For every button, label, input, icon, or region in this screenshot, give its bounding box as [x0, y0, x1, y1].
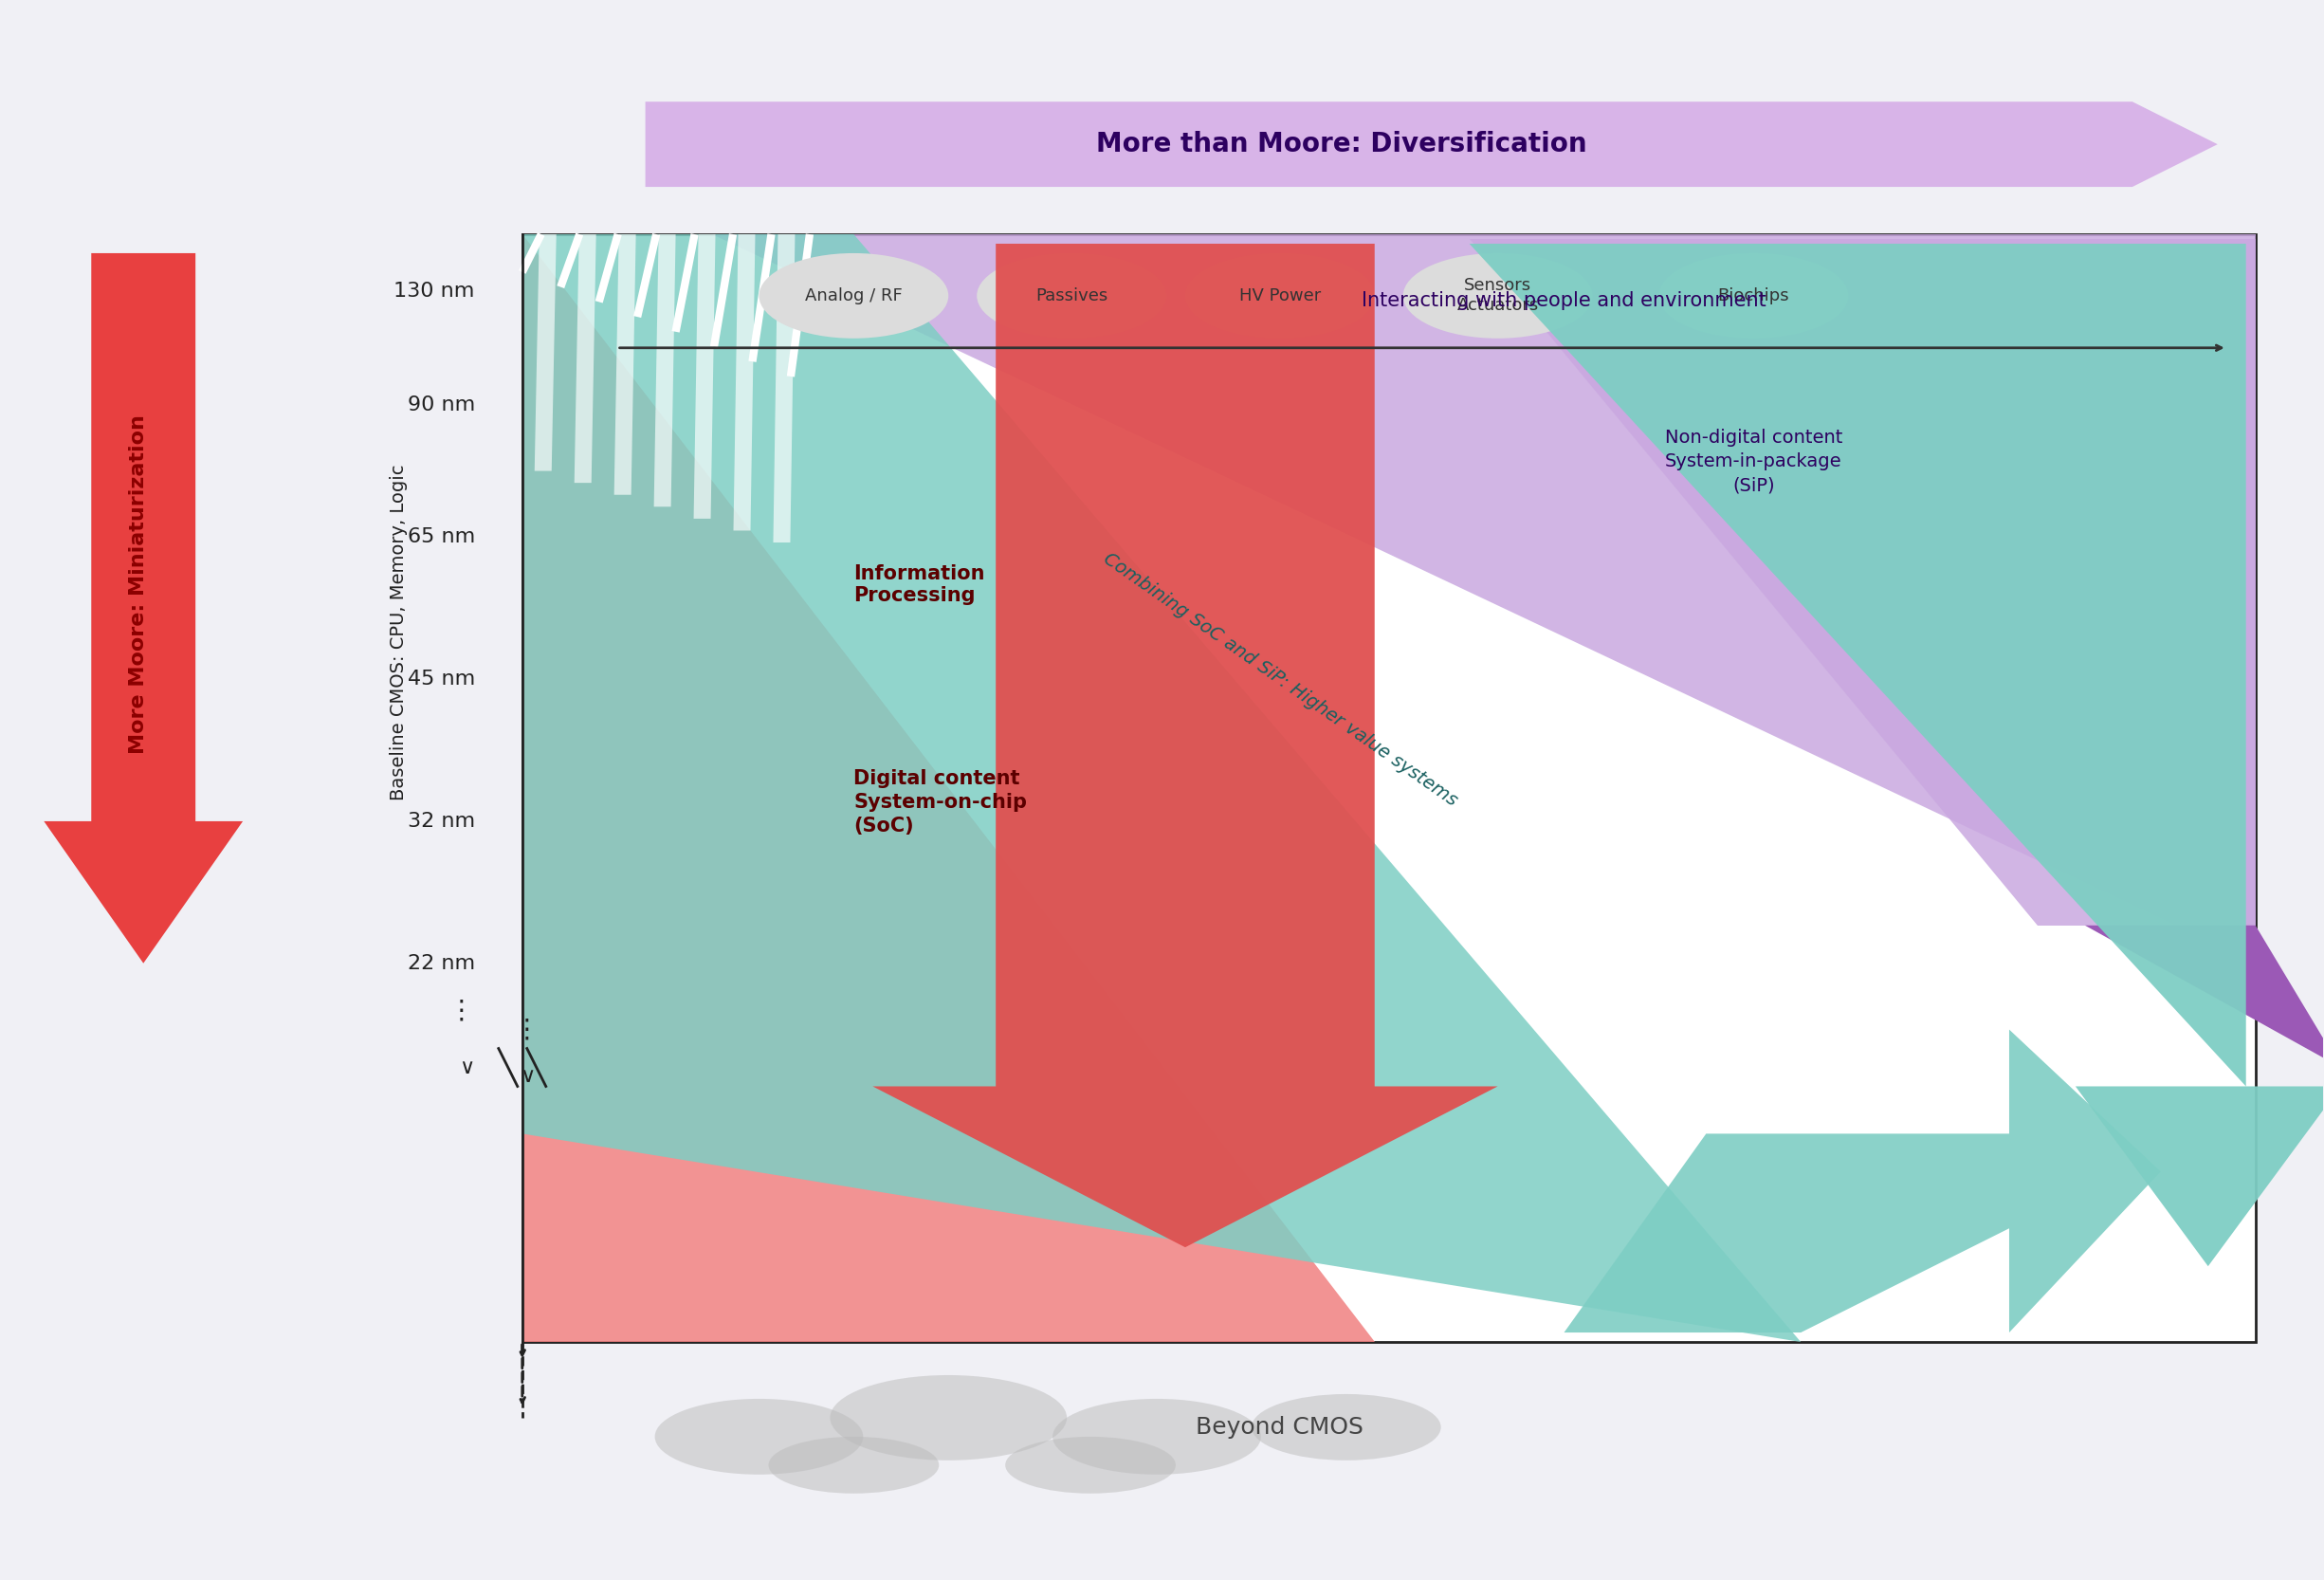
FancyBboxPatch shape — [523, 234, 2254, 1341]
Polygon shape — [774, 234, 795, 542]
Text: HV Power: HV Power — [1239, 288, 1320, 305]
Polygon shape — [653, 234, 676, 507]
Text: Interacting with people and environment: Interacting with people and environment — [1362, 291, 1766, 310]
Polygon shape — [693, 234, 716, 518]
Text: Baseline CMOS: CPU, Memory, Logic: Baseline CMOS: CPU, Memory, Logic — [390, 465, 409, 799]
Ellipse shape — [1253, 1394, 1441, 1460]
Ellipse shape — [769, 1436, 939, 1493]
Polygon shape — [711, 234, 2254, 964]
Polygon shape — [734, 234, 755, 531]
Ellipse shape — [1404, 253, 1592, 338]
Ellipse shape — [655, 1398, 862, 1474]
Polygon shape — [535, 234, 555, 471]
Polygon shape — [2085, 926, 2324, 1068]
Polygon shape — [614, 234, 637, 495]
Polygon shape — [574, 234, 595, 483]
Ellipse shape — [1006, 1436, 1176, 1493]
Text: Biochips: Biochips — [1717, 288, 1789, 305]
Text: Analog / RF: Analog / RF — [804, 288, 902, 305]
Polygon shape — [646, 101, 2217, 186]
Polygon shape — [1469, 243, 2324, 1266]
Text: 22 nm: 22 nm — [407, 954, 474, 973]
Text: 130 nm: 130 nm — [395, 281, 474, 300]
Text: Information
Processing: Information Processing — [853, 564, 985, 605]
Text: Beyond CMOS: Beyond CMOS — [1197, 1416, 1364, 1438]
Text: Passives: Passives — [1037, 288, 1109, 305]
Ellipse shape — [830, 1375, 1067, 1460]
Text: 90 nm: 90 nm — [407, 395, 474, 414]
Text: Digital content
System-on-chip
(SoC): Digital content System-on-chip (SoC) — [853, 769, 1027, 836]
Text: More Moore: Miniaturization: More Moore: Miniaturization — [130, 416, 149, 754]
Ellipse shape — [760, 253, 948, 338]
Text: ∨: ∨ — [518, 1068, 535, 1087]
Ellipse shape — [976, 253, 1167, 338]
Text: Combining SoC and SiP: Higher value systems: Combining SoC and SiP: Higher value syst… — [1099, 550, 1459, 809]
Text: 32 nm: 32 nm — [407, 812, 474, 831]
Text: ∨: ∨ — [460, 1059, 474, 1078]
Text: 65 nm: 65 nm — [407, 528, 474, 547]
Text: More than Moore: Diversification: More than Moore: Diversification — [1097, 131, 1587, 158]
Polygon shape — [872, 243, 1497, 1247]
Ellipse shape — [1659, 253, 1848, 338]
Text: 45 nm: 45 nm — [407, 670, 474, 689]
Polygon shape — [1469, 239, 2254, 926]
Ellipse shape — [1185, 253, 1373, 338]
Polygon shape — [1564, 1030, 2161, 1332]
Text: Sensors
Actuators: Sensors Actuators — [1457, 278, 1538, 314]
Text: ⋮: ⋮ — [514, 1016, 539, 1043]
Text: ⋮: ⋮ — [449, 997, 474, 1024]
Polygon shape — [44, 253, 242, 964]
Text: Non-digital content
System-in-package
(SiP): Non-digital content System-in-package (S… — [1664, 428, 1843, 495]
Ellipse shape — [1053, 1398, 1262, 1474]
Polygon shape — [523, 234, 1801, 1341]
Polygon shape — [523, 234, 1373, 1341]
